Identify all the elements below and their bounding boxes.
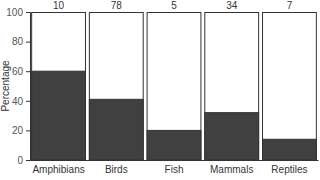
x-tick-label: Mammals: [210, 164, 253, 175]
chart: 10 78 5 34 7 0 20 40 60 80 100 Amphibians Birds Fish M…: [0, 0, 320, 180]
y-tick-mark: [26, 101, 30, 102]
column-frame: [205, 13, 259, 160]
x-tick-label: Reptiles: [271, 164, 307, 175]
x-tick: Amphibians: [32, 160, 84, 175]
y-tick: 0: [17, 155, 30, 166]
y-tick: 100: [6, 7, 30, 18]
y-tick-label: 0: [17, 155, 23, 166]
count-label: 10: [53, 0, 65, 11]
bar: [205, 113, 259, 160]
y-axis-title: Percentage: [0, 60, 11, 112]
bar: [147, 130, 201, 160]
x-tick: Reptiles: [271, 160, 307, 175]
count-label: 5: [171, 0, 177, 11]
x-tick: Mammals: [210, 160, 253, 175]
x-axis: Amphibians Birds Fish Mammals Reptiles: [31, 160, 319, 175]
y-tick-label: 20: [12, 125, 24, 136]
y-tick-mark: [26, 12, 30, 13]
x-tick: Fish: [165, 160, 184, 175]
y-tick-label: 100: [6, 7, 23, 18]
x-axis-line: [31, 160, 319, 161]
column-frame: [263, 13, 317, 160]
y-tick-label: 60: [12, 66, 24, 77]
y-tick-mark: [26, 130, 30, 131]
x-tick-label: Birds: [105, 164, 128, 175]
bar: [32, 71, 86, 160]
y-tick: 80: [12, 36, 30, 47]
x-tick-label: Fish: [165, 164, 184, 175]
column-frame: [147, 13, 201, 160]
bar: [89, 99, 143, 160]
y-axis-line: [26, 13, 31, 161]
count-label: 78: [111, 0, 123, 11]
x-tick-label: Amphibians: [32, 164, 84, 175]
column-frame: [89, 13, 143, 160]
x-tick: Birds: [105, 160, 128, 175]
y-tick-mark: [26, 160, 30, 161]
y-tick: 20: [12, 125, 30, 136]
column-frame: [32, 13, 86, 160]
y-tick: 40: [12, 96, 30, 107]
count-label: 34: [226, 0, 238, 11]
bars: [32, 13, 317, 161]
y-tick-label: 80: [12, 36, 24, 47]
y-tick-mark: [26, 71, 30, 72]
bar: [263, 139, 317, 160]
y-tick: 60: [12, 66, 30, 77]
count-label: 7: [287, 0, 293, 11]
y-tick-label: 40: [12, 96, 24, 107]
plot: 10 78 5 34 7 0 20 40 60 80 100 Amphibians Birds Fish M…: [6, 0, 318, 175]
y-tick-mark: [26, 42, 30, 43]
